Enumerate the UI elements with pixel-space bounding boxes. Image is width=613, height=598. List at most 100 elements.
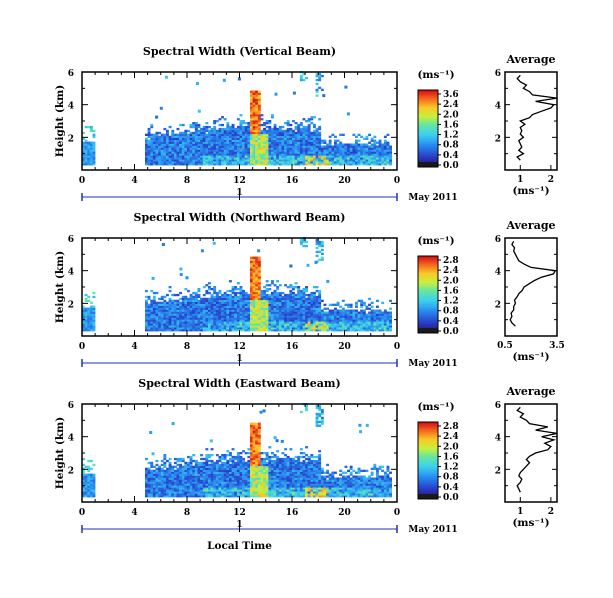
heatmap-cell xyxy=(386,319,390,322)
heatmap-cell xyxy=(315,88,319,91)
heatmap-cell xyxy=(299,448,303,451)
heatmap-cell xyxy=(147,475,151,478)
heatmap-cell xyxy=(145,161,148,164)
heatmap-cell xyxy=(168,467,172,470)
heatmap-cell xyxy=(302,157,306,160)
heatmap-cell xyxy=(376,163,379,166)
heatmap-cell xyxy=(184,311,188,314)
heatmap-cell xyxy=(381,151,385,154)
heatmap-cell xyxy=(318,137,322,140)
heatmap-cell xyxy=(89,495,93,498)
heatmap-cell xyxy=(278,485,282,488)
heatmap-cell xyxy=(276,319,280,322)
heatmap-cell xyxy=(155,321,159,324)
heatmap-cell xyxy=(223,141,227,144)
heatmap-cell xyxy=(223,491,227,494)
heatmap-cell xyxy=(184,479,188,482)
heatmap-cell xyxy=(160,153,164,156)
heatmap-cell xyxy=(223,161,227,164)
heatmap-cell xyxy=(181,157,185,160)
heatmap-cell xyxy=(229,483,232,486)
heatmap-cell xyxy=(292,139,295,142)
heatmap-cell xyxy=(163,463,167,467)
heatmap-cell xyxy=(236,309,240,312)
heatmap-cell xyxy=(320,240,324,244)
heatmap-cell xyxy=(255,493,259,496)
heatmap-cell xyxy=(250,270,253,273)
heatmap-cell xyxy=(278,475,282,478)
heatmap-cell xyxy=(263,123,266,127)
heatmap-cell xyxy=(87,311,91,314)
heatmap-cell xyxy=(150,161,154,164)
heatmap-cell xyxy=(242,485,245,488)
heatmap-cell xyxy=(286,149,290,152)
heatmap-cell xyxy=(299,317,303,320)
heatmap-cell xyxy=(155,309,159,312)
heatmap-cell xyxy=(263,321,266,324)
heatmap-cell xyxy=(221,465,224,468)
heatmap-cell xyxy=(257,309,261,312)
heatmap-cell xyxy=(255,307,259,310)
heatmap-cell xyxy=(181,471,185,474)
heatmap-cell xyxy=(328,153,332,156)
heatmap-cell xyxy=(236,143,240,146)
heatmap-cell xyxy=(255,481,259,484)
heatmap-cell xyxy=(255,467,259,470)
heatmap-cell xyxy=(197,483,201,486)
heatmap-cell xyxy=(265,483,269,486)
heatmap-cell xyxy=(221,329,224,332)
heatmap-cell xyxy=(268,133,272,136)
heatmap-cell xyxy=(326,315,329,318)
heatmap-cell xyxy=(260,153,264,156)
heatmap-cell xyxy=(192,454,196,457)
heatmap-cell xyxy=(281,319,285,322)
heatmap-cell xyxy=(194,153,198,156)
heatmap-cell xyxy=(218,149,222,152)
heatmap-cell xyxy=(289,284,293,287)
heatmap-cell xyxy=(187,321,190,324)
heatmap-cell xyxy=(289,155,293,158)
heatmap-cell xyxy=(234,317,238,320)
heatmap-cell xyxy=(242,491,245,494)
heatmap-cell xyxy=(223,477,227,480)
heatmap-cell xyxy=(286,159,290,162)
heatmap-cell xyxy=(192,161,196,164)
heatmap-cell xyxy=(250,278,253,281)
heatmap-cell xyxy=(229,299,232,302)
heatmap-cell xyxy=(323,313,327,316)
heatmap-cell xyxy=(202,149,206,152)
heatmap-cell xyxy=(82,161,85,164)
heatmap-cell xyxy=(294,469,298,472)
heatmap-cell xyxy=(210,454,214,457)
heatmap-cell xyxy=(244,291,248,295)
heatmap-cell xyxy=(281,459,285,463)
heatmap-cell xyxy=(310,151,314,154)
heatmap-cell xyxy=(234,329,238,332)
heatmap-cell xyxy=(202,479,206,482)
heatmap-cell xyxy=(339,317,343,320)
heatmap-cell xyxy=(297,455,301,459)
heatmap-cell xyxy=(257,155,261,158)
heatmap-cell xyxy=(305,240,308,244)
heatmap-cell xyxy=(145,473,148,476)
heatmap-cell xyxy=(381,313,385,316)
heatmap-cell xyxy=(313,139,316,142)
heatmap-cell xyxy=(226,481,230,484)
heatmap-cell xyxy=(362,303,366,306)
heatmap-cell xyxy=(231,317,235,320)
heatmap-cell xyxy=(357,149,361,152)
heatmap-cell xyxy=(221,457,224,461)
heatmap-cell xyxy=(386,329,390,332)
heatmap-cell xyxy=(302,118,306,121)
heatmap-cell xyxy=(171,161,175,164)
heatmap-cell xyxy=(247,157,251,160)
heatmap-cell xyxy=(383,135,387,138)
heatmap-cell xyxy=(87,477,91,480)
heatmap-cell xyxy=(187,143,190,146)
heatmap-cell xyxy=(242,143,245,146)
heatmap-cell xyxy=(299,141,303,144)
heatmap-cell xyxy=(158,491,161,494)
heatmap-cell xyxy=(160,485,164,488)
heatmap-cell xyxy=(250,424,253,427)
heatmap-cell xyxy=(284,475,287,478)
